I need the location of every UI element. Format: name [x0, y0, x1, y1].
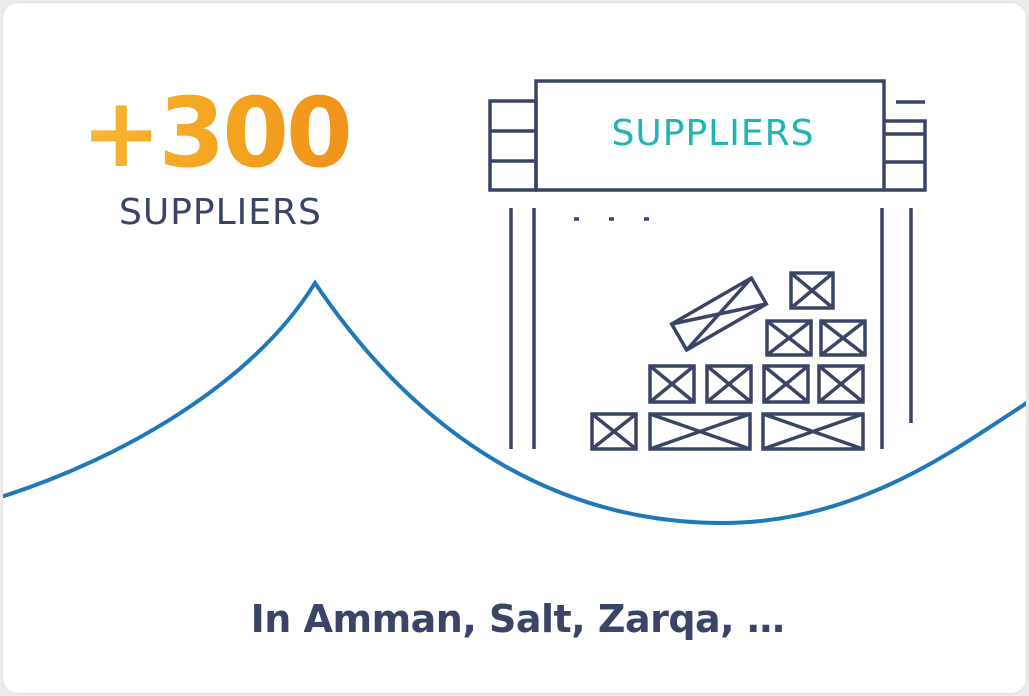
supplier-count: +300 [81, 73, 371, 193]
sign-text: SUPPLIERS [612, 113, 815, 154]
locations-caption: In Amman, Salt, Zarqa, … [250, 597, 785, 641]
crate-icon [789, 271, 835, 310]
wave-curve [3, 279, 1026, 526]
crate-icon [761, 412, 865, 451]
crate-icon [817, 364, 865, 404]
crate-stack [590, 271, 867, 451]
crate-icon [590, 412, 638, 451]
warehouse-icon [488, 79, 927, 449]
crate-icon [765, 319, 813, 357]
crate-icon [648, 364, 696, 404]
crate-icon [648, 412, 752, 451]
crate-icon [762, 364, 810, 404]
supplier-count-label: SUPPLIERS [119, 192, 322, 233]
crate-icon [705, 364, 753, 404]
illustration: SUPPLIERS [3, 79, 1026, 526]
crate-icon [669, 275, 769, 353]
crate-icon [819, 319, 867, 357]
